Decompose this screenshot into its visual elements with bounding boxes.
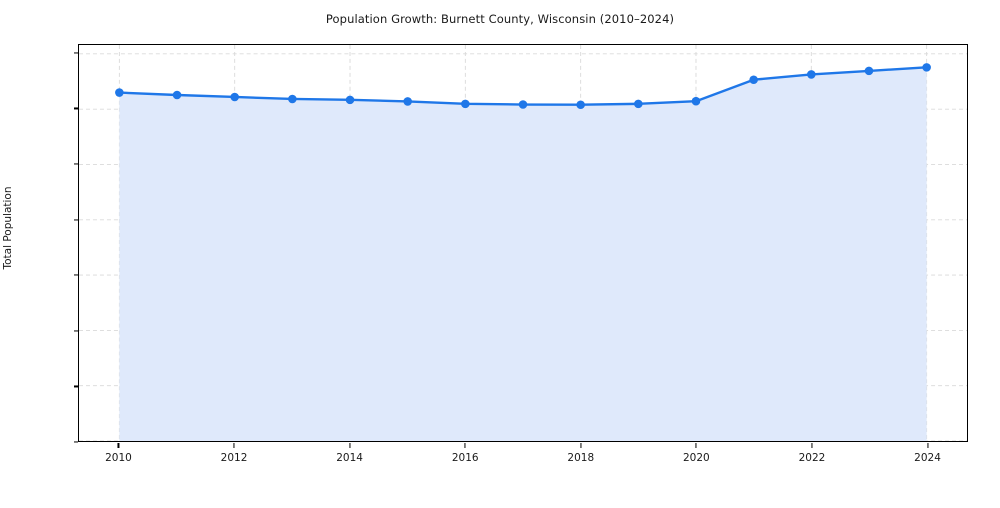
x-tick-label-1: 2012 xyxy=(220,452,248,464)
x-tick-mark-6 xyxy=(811,443,813,448)
x-tick-mark-1 xyxy=(233,443,235,448)
data-point-2022 xyxy=(807,70,816,79)
data-point-2018 xyxy=(576,100,585,110)
data-point-2014 xyxy=(345,95,355,105)
y-tick-mark-5 xyxy=(73,163,78,165)
data-point-2017 xyxy=(518,100,528,109)
plot-area xyxy=(78,44,968,442)
data-point-2013 xyxy=(288,94,297,104)
y-tick-mark-4 xyxy=(73,219,78,221)
data-markers-group xyxy=(115,63,931,110)
x-tick-mark-2 xyxy=(349,443,351,448)
y-axis-label: Total Population xyxy=(2,186,14,270)
x-tick-label-0: 2010 xyxy=(105,452,132,464)
y-tick-mark-1 xyxy=(73,385,78,387)
data-point-2020 xyxy=(691,96,701,106)
data-point-2021 xyxy=(749,75,758,85)
x-tick-mark-5 xyxy=(695,443,697,448)
x-tick-label-2: 2014 xyxy=(336,452,363,464)
x-tick-mark-3 xyxy=(464,443,466,448)
x-tick-label-3: 2016 xyxy=(451,452,479,464)
chart-svg xyxy=(79,45,967,441)
x-tick-mark-7 xyxy=(926,443,929,448)
data-point-2016 xyxy=(461,99,470,109)
data-point-2012 xyxy=(230,92,239,102)
data-point-2024 xyxy=(922,63,931,72)
area-fill-group xyxy=(119,67,927,441)
x-tick-label-5: 2020 xyxy=(683,452,710,464)
y-tick-mark-0 xyxy=(73,441,78,443)
data-point-2010 xyxy=(115,88,124,97)
x-tick-label-6: 2022 xyxy=(798,452,826,464)
x-tick-mark-0 xyxy=(117,443,119,448)
y-tick-mark-3 xyxy=(73,274,78,276)
x-tick-label-7: 2024 xyxy=(914,452,941,464)
data-point-2015 xyxy=(403,97,412,106)
y-tick-mark-6 xyxy=(73,107,78,110)
series-area-fill xyxy=(119,67,927,441)
data-point-2019 xyxy=(634,99,643,109)
data-point-2023 xyxy=(864,66,874,76)
y-tick-mark-7 xyxy=(73,52,78,54)
y-tick-mark-2 xyxy=(73,330,78,332)
chart-title: Population Growth: Burnett County, Wisco… xyxy=(325,12,675,26)
x-tick-mark-4 xyxy=(580,443,582,448)
data-point-2011 xyxy=(172,90,182,100)
x-tick-label-4: 2018 xyxy=(567,452,595,464)
